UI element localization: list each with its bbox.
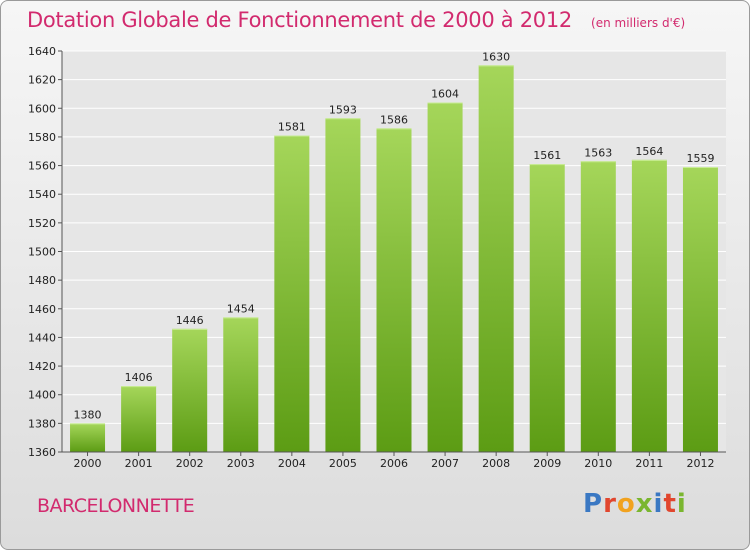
data-label-2002: 1446 — [176, 314, 204, 327]
proxiti-logo: Proxiti — [583, 489, 687, 519]
chart-title: Dotation Globale de Fonctionnement de 20… — [27, 8, 572, 32]
chart-title-block: Dotation Globale de Fonctionnement de 20… — [27, 8, 685, 32]
data-label-2001: 1406 — [125, 371, 153, 384]
y-tick-label: 1640 — [28, 45, 56, 58]
x-tick-label-2002: 2002 — [176, 457, 204, 470]
logo-letter: r — [603, 489, 617, 519]
data-labels: 1380 1406 1446 1454 1581 1593 1586 1604 1630 1561… — [74, 50, 715, 421]
data-label-2008: 1630 — [482, 50, 510, 63]
bar-2006 — [376, 128, 412, 452]
bar-2001 — [121, 386, 157, 452]
y-tick-label: 1420 — [28, 360, 56, 373]
x-tick-label-2006: 2006 — [380, 457, 408, 470]
bar-2007 — [427, 102, 463, 453]
x-tick-label-2008: 2008 — [482, 457, 510, 470]
bar-2009 — [529, 164, 565, 452]
x-tick-label-2011: 2011 — [635, 457, 663, 470]
bar-2008 — [478, 65, 514, 453]
data-label-2011: 1564 — [635, 145, 663, 158]
y-tick-label: 1520 — [28, 217, 56, 230]
x-tick-label-2003: 2003 — [227, 457, 255, 470]
bar-2012 — [682, 167, 718, 452]
logo-letter: i — [676, 489, 687, 519]
y-tick-label: 1540 — [28, 188, 56, 201]
x-tick-label-2000: 2000 — [74, 457, 102, 470]
bar-2011 — [631, 159, 667, 453]
y-tick-label: 1360 — [28, 446, 56, 459]
data-label-2010: 1563 — [584, 146, 612, 159]
logo-letter: i — [653, 489, 664, 519]
data-label-2007: 1604 — [431, 88, 459, 101]
data-label-2004: 1581 — [278, 120, 306, 133]
data-label-2006: 1586 — [380, 113, 408, 126]
y-tick-label: 1560 — [28, 160, 56, 173]
y-tick-label: 1620 — [28, 74, 56, 87]
x-tick-label-2009: 2009 — [533, 457, 561, 470]
logo-letter: x — [635, 489, 654, 519]
logo-letter: t — [663, 489, 677, 519]
logo-letter: o — [616, 489, 636, 519]
place-name: BARCELONNETTE — [37, 495, 195, 517]
bar-2003 — [223, 317, 259, 452]
y-tick-label: 1500 — [28, 246, 56, 259]
logo-letter: P — [583, 489, 604, 519]
data-label-2012: 1559 — [686, 152, 714, 165]
bar-2000 — [70, 423, 106, 452]
bar-2004 — [274, 135, 310, 452]
y-tick-label: 1480 — [28, 274, 56, 287]
data-label-2000: 1380 — [74, 408, 102, 421]
y-tick-label: 1400 — [28, 389, 56, 402]
y-tick-label: 1440 — [28, 331, 56, 344]
x-tick-label-2005: 2005 — [329, 457, 357, 470]
bars — [70, 65, 718, 453]
chart-subtitle: (en milliers d'€) — [591, 16, 686, 30]
data-label-2003: 1454 — [227, 302, 255, 315]
bar-2002 — [172, 328, 208, 452]
x-tick-label-2012: 2012 — [686, 457, 714, 470]
bar-2010 — [580, 161, 616, 452]
y-axis-ticks: 1360 1380 1400 1420 1440 1460 1480 1500 1520 1540… — [28, 45, 63, 459]
x-tick-label-2007: 2007 — [431, 457, 459, 470]
x-tick-label-2004: 2004 — [278, 457, 306, 470]
y-tick-label: 1600 — [28, 102, 56, 115]
y-tick-label: 1460 — [28, 303, 56, 316]
data-label-2009: 1561 — [533, 149, 561, 162]
data-label-2005: 1593 — [329, 103, 357, 116]
bar-2005 — [325, 118, 361, 452]
x-axis-ticks: 2000 2001 2002 2003 2004 2005 2006 2007 2008 2009… — [62, 451, 726, 470]
x-tick-label-2010: 2010 — [584, 457, 612, 470]
x-tick-label-2001: 2001 — [125, 457, 153, 470]
y-tick-label: 1380 — [28, 417, 56, 430]
y-tick-label: 1580 — [28, 131, 56, 144]
